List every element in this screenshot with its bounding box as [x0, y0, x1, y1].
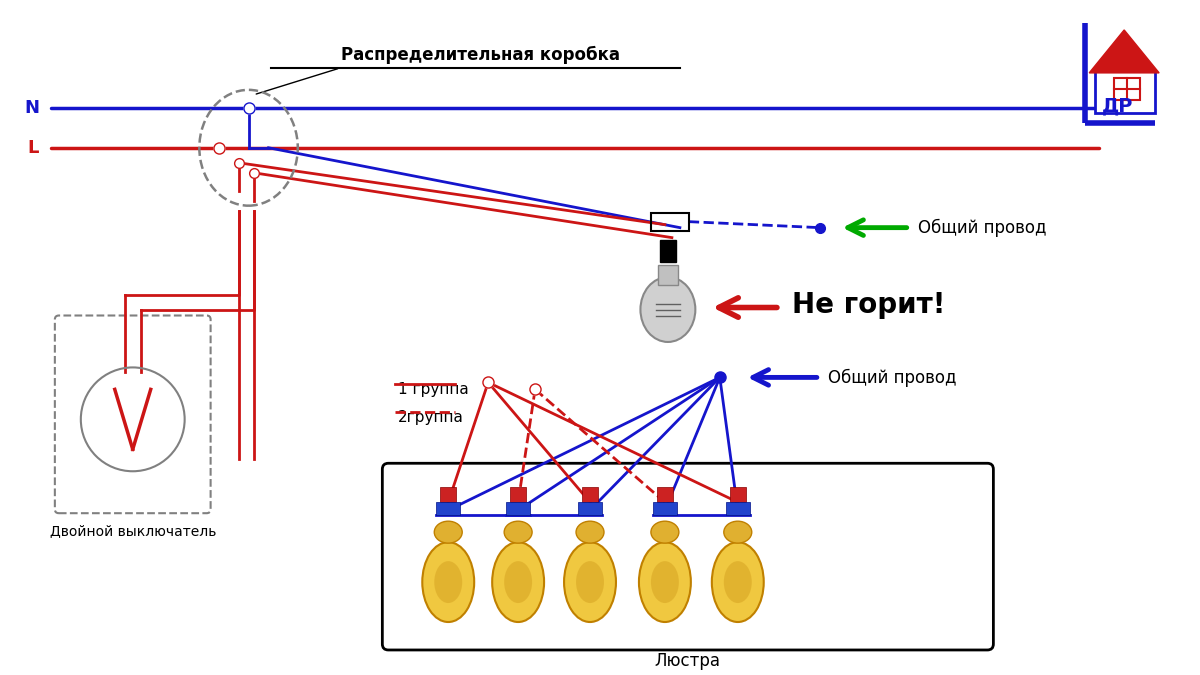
Ellipse shape: [422, 542, 474, 622]
Text: Люстра: Люстра: [655, 652, 721, 670]
Ellipse shape: [504, 521, 532, 543]
Ellipse shape: [492, 542, 544, 622]
Ellipse shape: [576, 561, 604, 603]
Text: Распределительная коробка: Распределительная коробка: [341, 46, 619, 64]
Text: Не горит!: Не горит!: [792, 290, 946, 319]
Bar: [660, 240, 676, 262]
Ellipse shape: [650, 521, 679, 543]
Ellipse shape: [641, 277, 695, 342]
Text: Общий провод: Общий провод: [918, 219, 1046, 237]
Ellipse shape: [564, 542, 616, 622]
Bar: [730, 487, 745, 502]
Ellipse shape: [712, 542, 763, 622]
Ellipse shape: [504, 561, 532, 603]
Bar: [440, 487, 456, 502]
Bar: [1114, 78, 1140, 100]
Bar: [506, 502, 530, 515]
Ellipse shape: [434, 521, 462, 543]
Bar: [656, 487, 673, 502]
Polygon shape: [1090, 30, 1159, 73]
Text: L: L: [28, 139, 38, 157]
Ellipse shape: [638, 542, 691, 622]
Text: Общий провод: Общий провод: [828, 369, 956, 387]
Text: 2группа: 2группа: [398, 410, 464, 425]
Bar: [658, 265, 678, 285]
Ellipse shape: [576, 521, 604, 543]
Ellipse shape: [724, 561, 751, 603]
Bar: [1096, 71, 1156, 113]
Bar: [726, 502, 750, 515]
Bar: [582, 487, 598, 502]
Bar: [650, 213, 689, 231]
Text: Двойной выключатель: Двойной выключатель: [49, 524, 216, 538]
Bar: [578, 502, 602, 515]
Text: N: N: [24, 99, 38, 117]
Bar: [510, 487, 526, 502]
Ellipse shape: [434, 561, 462, 603]
Bar: [437, 502, 461, 515]
Ellipse shape: [724, 521, 751, 543]
Text: ДР: ДР: [1102, 97, 1133, 115]
Ellipse shape: [650, 561, 679, 603]
Bar: [653, 502, 677, 515]
Text: 1 группа: 1 группа: [398, 382, 469, 397]
